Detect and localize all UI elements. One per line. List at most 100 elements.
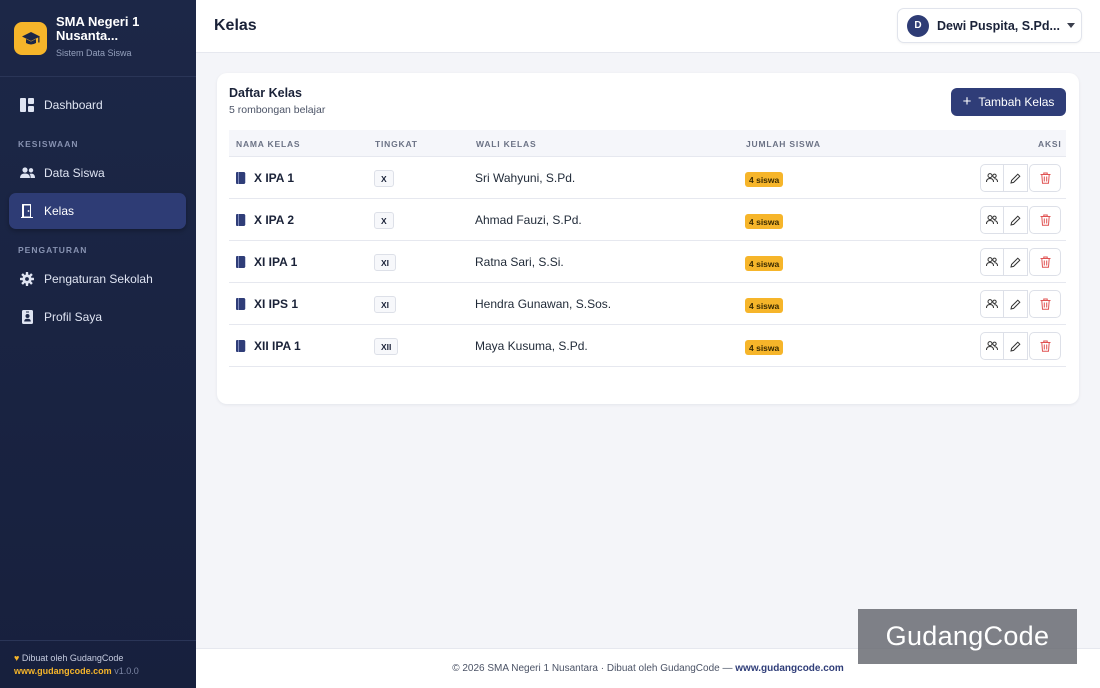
row-actions (980, 206, 1061, 234)
class-name: X IPA 2 (236, 213, 294, 227)
sidebar-credit-link: www.gudangcode.com v1.0.0 (14, 666, 139, 676)
table-row: X IPA 1 X Sri Wahyuni, S.Pd. 4 siswa (229, 157, 1066, 199)
pencil-icon (1010, 340, 1021, 352)
edit-button[interactable] (1004, 332, 1028, 360)
student-count-badge: 4 siswa (745, 214, 784, 229)
class-name-label: XII IPA 1 (254, 339, 301, 353)
row-actions (980, 164, 1061, 192)
add-class-button[interactable]: + Tambah Kelas (951, 88, 1066, 116)
view-students-button[interactable] (980, 164, 1004, 192)
homeroom-teacher: Sri Wahyuni, S.Pd. (475, 171, 576, 185)
users-icon (986, 299, 998, 309)
pencil-icon (1010, 172, 1021, 184)
section-kesiswaan: KESISWAAN (18, 139, 79, 149)
brand[interactable]: SMA Negeri 1 Nusanta... Sistem Data Sisw… (14, 14, 184, 66)
trash-icon (1040, 340, 1050, 352)
delete-button[interactable] (1029, 332, 1061, 360)
class-name: X IPA 1 (236, 171, 294, 185)
delete-button[interactable] (1029, 206, 1061, 234)
sidebar-item-pengaturan-sekolah[interactable]: Pengaturan Sekolah (9, 261, 186, 297)
footer-text: © 2026 SMA Negeri 1 Nusantara · Dibuat o… (196, 663, 1100, 674)
sidebar-credit: ♥ Dibuat oleh GudangCode (14, 653, 123, 663)
level-badge: X (374, 170, 394, 187)
row-actions (980, 290, 1061, 318)
version-label: v1.0.0 (114, 666, 139, 676)
book-icon (236, 172, 246, 184)
class-name: XI IPS 1 (236, 297, 298, 311)
brand-subtitle: Sistem Data Siswa (56, 48, 132, 58)
topbar: Kelas D Dewi Puspita, S.Pd... (196, 0, 1100, 53)
section-pengaturan: PENGATURAN (18, 245, 88, 255)
sidebar-item-kelas[interactable]: Kelas (9, 193, 186, 229)
class-name: XII IPA 1 (236, 339, 301, 353)
edit-button[interactable] (1004, 164, 1028, 192)
sidebar-item-label: Data Siswa (44, 166, 105, 180)
delete-button[interactable] (1029, 248, 1061, 276)
edit-button[interactable] (1004, 248, 1028, 276)
sidebar-item-data-siswa[interactable]: Data Siswa (9, 155, 186, 191)
view-students-button[interactable] (980, 290, 1004, 318)
table-row: X IPA 2 X Ahmad Fauzi, S.Pd. 4 siswa (229, 199, 1066, 241)
column-header: AKSI (1038, 139, 1062, 149)
users-icon (986, 341, 998, 351)
column-header: NAMA KELAS (236, 139, 301, 149)
card-title: Daftar Kelas (229, 86, 302, 100)
footer-link[interactable]: www.gudangcode.com (735, 663, 844, 674)
sidebar-item-label: Profil Saya (44, 310, 103, 324)
pencil-icon (1010, 214, 1021, 226)
column-header: WALI KELAS (476, 139, 537, 149)
user-name: Dewi Puspita, S.Pd... (937, 18, 1060, 33)
users-icon (986, 215, 998, 225)
trash-icon (1040, 214, 1050, 226)
credit-link[interactable]: www.gudangcode.com (14, 666, 112, 676)
class-list-card: Daftar Kelas 5 rombongan belajar + Tamba… (217, 73, 1079, 404)
level-badge: XI (374, 254, 397, 271)
sidebar-item-label: Dashboard (44, 98, 103, 112)
chevron-down-icon (1067, 23, 1075, 28)
view-students-button[interactable] (980, 206, 1004, 234)
table-header: NAMA KELAS TINGKAT WALI KELAS JUMLAH SIS… (229, 130, 1066, 157)
pencil-icon (1010, 298, 1021, 310)
card-subtitle: 5 rombongan belajar (229, 104, 326, 116)
trash-icon (1040, 172, 1050, 184)
sidebar-item-profil-saya[interactable]: Profil Saya (9, 299, 186, 335)
homeroom-teacher: Ahmad Fauzi, S.Pd. (475, 213, 582, 227)
student-count-badge: 4 siswa (745, 298, 784, 313)
student-count-badge: 4 siswa (745, 256, 784, 271)
homeroom-teacher: Hendra Gunawan, S.Sos. (475, 297, 612, 311)
class-name-label: X IPA 1 (254, 171, 295, 185)
class-name-label: XI IPS 1 (254, 297, 299, 311)
sidebar-item-label: Kelas (44, 204, 75, 218)
view-students-button[interactable] (980, 332, 1004, 360)
id-badge-icon (19, 309, 35, 325)
sidebar-footer-divider (0, 640, 196, 641)
homeroom-teacher: Ratna Sari, S.Si. (475, 255, 564, 269)
edit-button[interactable] (1004, 206, 1028, 234)
dashboard-icon (19, 97, 35, 113)
user-menu[interactable]: D Dewi Puspita, S.Pd... (897, 8, 1082, 43)
graduation-cap-icon (14, 22, 47, 55)
delete-button[interactable] (1029, 290, 1061, 318)
sidebar-item-dashboard[interactable]: Dashboard (9, 87, 186, 123)
footer-copyright: © 2026 SMA Negeri 1 Nusantara · Dibuat o… (452, 663, 736, 674)
sidebar-item-label: Pengaturan Sekolah (44, 272, 153, 286)
credit-text: Dibuat oleh GudangCode (21, 653, 124, 663)
add-class-label: Tambah Kelas (978, 95, 1055, 109)
heart-icon: ♥ (14, 653, 20, 663)
watermark: GudangCode (858, 609, 1077, 664)
page-title: Kelas (214, 17, 257, 34)
users-icon (986, 173, 998, 183)
sidebar-divider (0, 76, 196, 77)
book-icon (236, 340, 246, 352)
edit-button[interactable] (1004, 290, 1028, 318)
pencil-icon (1010, 256, 1021, 268)
column-header: JUMLAH SISWA (746, 139, 821, 149)
row-actions (980, 248, 1061, 276)
avatar: D (907, 14, 929, 37)
plus-icon: + (962, 93, 972, 110)
table-row: XI IPA 1 XI Ratna Sari, S.Si. 4 siswa (229, 241, 1066, 283)
delete-button[interactable] (1029, 164, 1061, 192)
gear-icon (19, 271, 35, 287)
brand-name: SMA Negeri 1 Nusanta... (56, 14, 140, 43)
view-students-button[interactable] (980, 248, 1004, 276)
